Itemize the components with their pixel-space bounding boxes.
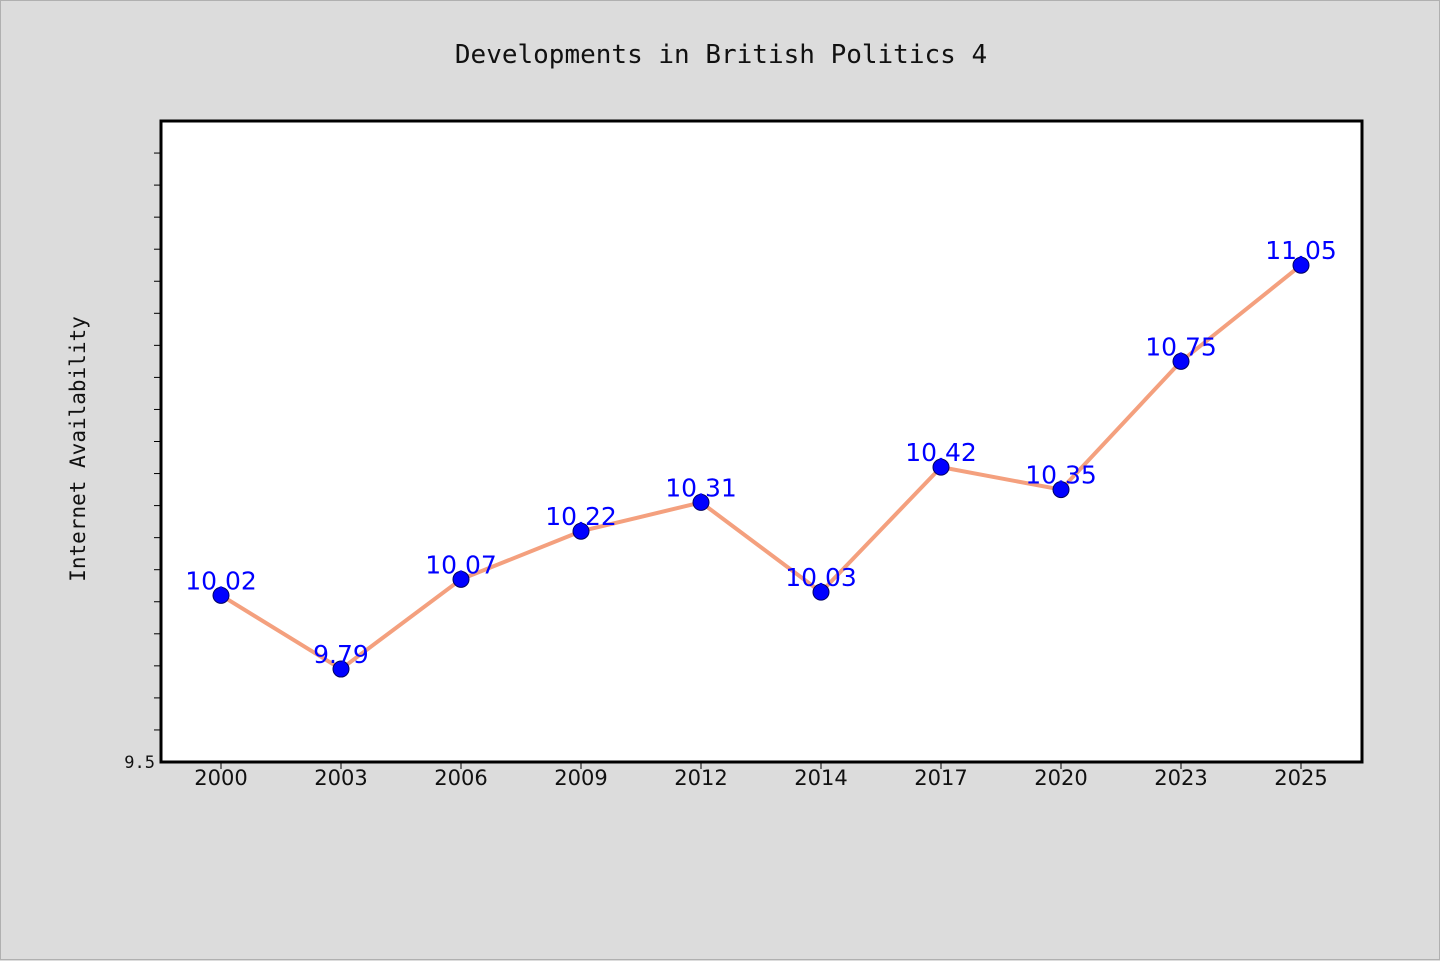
x-tick-label: 2009: [554, 766, 607, 790]
x-tick-label: 2014: [794, 766, 847, 790]
data-label: 10.07: [425, 550, 497, 579]
x-tick-label: 2003: [314, 766, 367, 790]
data-label: 10.31: [665, 473, 737, 502]
data-label: 10.03: [785, 563, 857, 592]
data-point-marker: [332, 660, 350, 678]
data-point-marker: [692, 493, 710, 511]
x-tick-label: 2020: [1034, 766, 1087, 790]
y-axis-label: Internet Availability: [66, 316, 90, 582]
x-tick-label: 2012: [674, 766, 727, 790]
data-label: 10.75: [1145, 332, 1217, 361]
data-label: 9.79: [313, 640, 369, 669]
x-tick-label: 2006: [434, 766, 487, 790]
data-point-marker: [1292, 256, 1310, 274]
x-tick-label: 2000: [194, 766, 247, 790]
x-tick-label: 2017: [914, 766, 967, 790]
data-label: 11.05: [1265, 236, 1337, 265]
data-label: 10.35: [1025, 461, 1097, 490]
data-point-marker: [932, 458, 950, 476]
data-label: 10.22: [545, 502, 617, 531]
data-label: 10.42: [905, 438, 977, 467]
data-point-marker: [1172, 352, 1190, 370]
data-label: 10.02: [185, 566, 257, 595]
data-point-marker: [1052, 481, 1070, 499]
data-point-marker: [812, 583, 830, 601]
y-tick-label: 9.5: [124, 753, 155, 773]
series-line: [219, 263, 1303, 672]
data-point-marker: [452, 570, 470, 588]
chart-title: Developments in British Politics 4: [455, 40, 987, 70]
x-axis-ticks: 2000 2003 2006 2009 2012 2014 2017 2020 2023 2025: [194, 762, 1328, 790]
x-tick-label: 2023: [1154, 766, 1207, 790]
data-point-marker: [212, 586, 230, 604]
data-point-marker: [572, 522, 590, 540]
y-axis-ticks: 9.5: [124, 152, 161, 773]
series-group: 10.02 9.79 10.07 10.22 10.31 10.03 10.42 10.35 1…: [185, 236, 1337, 678]
x-tick-label: 2025: [1274, 766, 1327, 790]
